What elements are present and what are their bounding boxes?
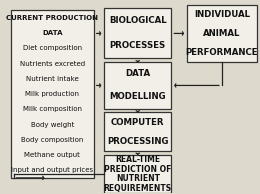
Text: Methane output: Methane output: [24, 152, 80, 158]
Text: PROCESSES: PROCESSES: [110, 42, 166, 50]
Text: ANIMAL: ANIMAL: [203, 29, 240, 38]
Bar: [104, 62, 171, 109]
Text: COMPUTER: COMPUTER: [111, 118, 165, 126]
Text: Input and output prices: Input and output prices: [11, 167, 94, 173]
Text: MODELLING: MODELLING: [109, 93, 166, 101]
Text: Nutrients excreted: Nutrients excreted: [20, 61, 85, 67]
Text: PROCESSING: PROCESSING: [107, 137, 168, 146]
Text: INDIVIDUAL: INDIVIDUAL: [194, 10, 250, 19]
Text: Body weight: Body weight: [31, 122, 74, 128]
Bar: [104, 155, 171, 193]
Text: BIOLOGICAL: BIOLOGICAL: [109, 16, 167, 25]
Bar: [187, 4, 257, 62]
Text: CURRENT PRODUCTION: CURRENT PRODUCTION: [6, 15, 99, 21]
Text: REAL-TIME: REAL-TIME: [115, 155, 160, 164]
Text: Body composition: Body composition: [21, 137, 84, 143]
Text: Nutrient intake: Nutrient intake: [26, 76, 79, 82]
Text: Milk composition: Milk composition: [23, 106, 82, 112]
Text: DATA: DATA: [42, 30, 63, 36]
Text: REQUIREMENTS: REQUIREMENTS: [104, 184, 172, 193]
Text: Milk production: Milk production: [25, 91, 79, 97]
Bar: [104, 112, 171, 151]
Text: NUTRIENT: NUTRIENT: [116, 174, 160, 183]
Text: PREDICTION OF: PREDICTION OF: [104, 165, 171, 174]
Text: PERFORMANCE: PERFORMANCE: [186, 48, 258, 57]
Text: Diet composition: Diet composition: [23, 45, 82, 51]
Bar: [11, 10, 94, 178]
Text: DATA: DATA: [125, 69, 150, 78]
Bar: [104, 8, 171, 58]
